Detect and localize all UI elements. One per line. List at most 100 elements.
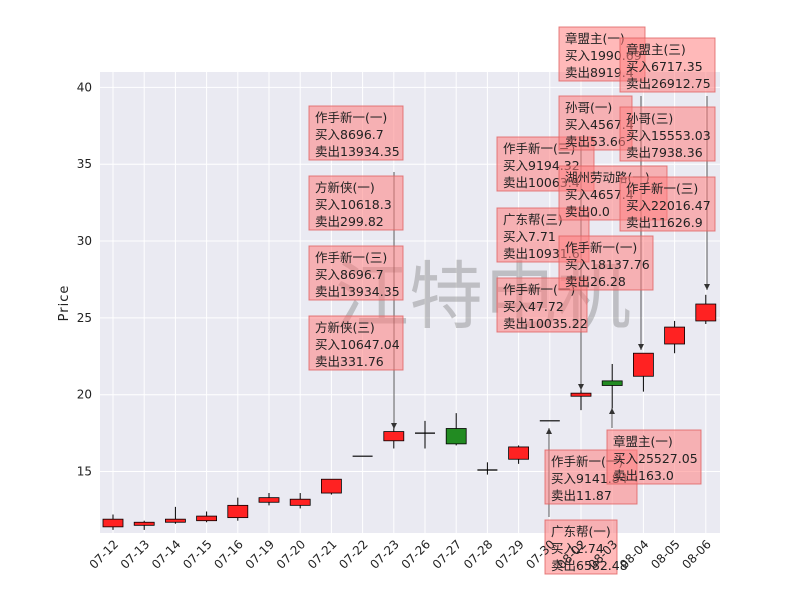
annotation-text: 买入8696.7 [315,267,384,282]
annotation-arrow-head [638,344,644,350]
annotation-text: 买入7.71 [503,229,556,244]
annotation-text: 孙哥(一) [565,100,612,115]
annotation-text: 买入8696.7 [315,127,384,142]
annotation-text: 章盟主(三) [626,42,686,57]
annotation-text: 作手新一(三) [626,181,698,196]
annotation-text: 卖出26.28 [565,274,626,289]
candle-body [196,515,218,522]
annotation-text: 作手新一(一) [503,282,575,297]
x-tick-label: 07-13 [118,537,153,572]
y-tick-label: 15 [77,465,92,479]
annotation-text: 作手新一(三) [503,141,575,156]
annotation-text: 作手新一(一) [551,454,623,469]
annotation-text: 买入10647.04 [315,337,400,352]
annotation-arrow-head [609,408,615,414]
annotation-box-bg [619,37,716,93]
annotation-text: 孙哥(三) [626,111,673,126]
annotation-box-bg [619,106,716,162]
annotation-text: 卖出299.82 [315,214,384,229]
annotation-box-bg [308,105,404,161]
annotation-text: 卖出7938.36 [626,145,703,160]
candle-body [695,303,717,322]
candle-body [570,392,592,397]
candle-body [102,518,124,528]
annotation-box: 作手新一(一) 买入18137.76 卖出26.28 [558,235,654,291]
x-tick-label: 07-19 [243,537,278,572]
y-tick-label: 40 [77,80,92,94]
annotation-text: 广东帮(三) [503,212,563,227]
annotation-box-bg [558,235,654,291]
annotation-text: 卖出53.66 [565,134,626,149]
annotation-text: 卖出11626.9 [626,215,703,230]
annotation-text: 卖出163.0 [613,468,674,483]
annotation-arrow-head [546,428,552,434]
x-tick-label: 08-06 [679,537,714,572]
annotation-box: 广东帮(一) 买入2.74 卖出6582.48 [544,519,628,575]
candle-body [258,497,280,503]
x-tick-label: 07-22 [336,537,371,572]
annotation-boxes: 作手新一(一) 买入8696.7 卖出13934.35 方新侠(一) 买入10618.3… [308,26,716,575]
annotation-text: 卖出13934.35 [315,284,400,299]
annotation-text: 卖出331.76 [315,354,384,369]
candle-body [445,428,467,445]
annotation-text: 买入10618.3 [315,197,392,212]
annotation-arrow-head [704,284,710,290]
x-tick-label: 08-05 [648,537,683,572]
annotation-box-bg [619,176,716,232]
annotation-text: 卖出8919.4 [565,65,634,80]
annotation-text: 买入22016.47 [626,198,711,213]
candle-body [320,478,342,494]
x-tick-label: 07-16 [211,537,246,572]
annotation-box: 作手新一(三) 买入22016.47 卖出11626.9 [619,176,716,232]
annotation-text: 章盟主(一) [613,434,673,449]
candle-body [227,504,249,519]
annotation-box: 作手新一(三) 买入8696.7 卖出13934.35 [308,245,404,301]
annotation-text: 买入6717.35 [626,59,703,74]
x-tick-label: 08-04 [617,537,652,572]
y-axis-ticks: 15 20 25 30 35 40 [77,80,92,478]
candle-body [383,431,405,442]
y-tick-label: 20 [77,388,92,402]
annotation-box: 作手新一(一) 买入8696.7 卖出13934.35 [308,105,404,161]
annotation-box: 方新侠(一) 买入10618.3 卖出299.82 [308,175,404,231]
annotation-text: 买入2.74 [551,541,604,556]
annotation-box: 方新侠(三) 买入10647.04 卖出331.76 [308,315,404,371]
annotation-text: 作手新一(三) [315,250,387,265]
annotation-box: 章盟主(一) 买入25527.05 卖出163.0 [606,429,702,485]
annotation-text: 买入15553.03 [626,128,711,143]
annotation-text: 买入47.72 [503,299,564,314]
annotation-text: 章盟主(一) [565,31,625,46]
annotation-text: 卖出0.0 [565,204,610,219]
annotation-box-bg [308,175,404,231]
candle-body [133,521,155,526]
candle-body [664,326,685,345]
candle-body [289,498,311,506]
annotation-text: 作手新一(一) [315,110,387,125]
annotation-text: 作手新一(一) [565,240,637,255]
annotation-text: 买入4657.4 [565,187,634,202]
annotation-arrow-head [578,384,584,390]
annotation-arrow-head [391,423,397,429]
annotation-box: 孙哥(三) 买入15553.03 卖出7938.36 [619,106,716,162]
x-tick-label: 07-20 [274,537,309,572]
annotation-text: 买入25527.05 [613,451,698,466]
annotation-box-bg [308,315,404,371]
y-tick-label: 35 [77,157,92,171]
candle-body [508,446,530,460]
x-tick-label: 07-21 [305,537,340,572]
x-tick-label: 07-14 [149,537,184,572]
candle-body [633,352,654,377]
annotation-box-bg [606,429,702,485]
candles [102,294,717,530]
annotation-text: 卖出26912.75 [626,76,711,91]
candle-body [164,518,186,523]
annotation-text: 买入18137.76 [565,257,650,272]
candle-body [601,380,623,386]
y-tick-label: 25 [77,311,92,325]
annotation-text: 方新侠(一) [315,180,375,195]
x-tick-label: 07-28 [461,537,496,572]
annotation-box-bg [544,519,618,575]
annotation-text: 卖出13934.35 [315,144,400,159]
